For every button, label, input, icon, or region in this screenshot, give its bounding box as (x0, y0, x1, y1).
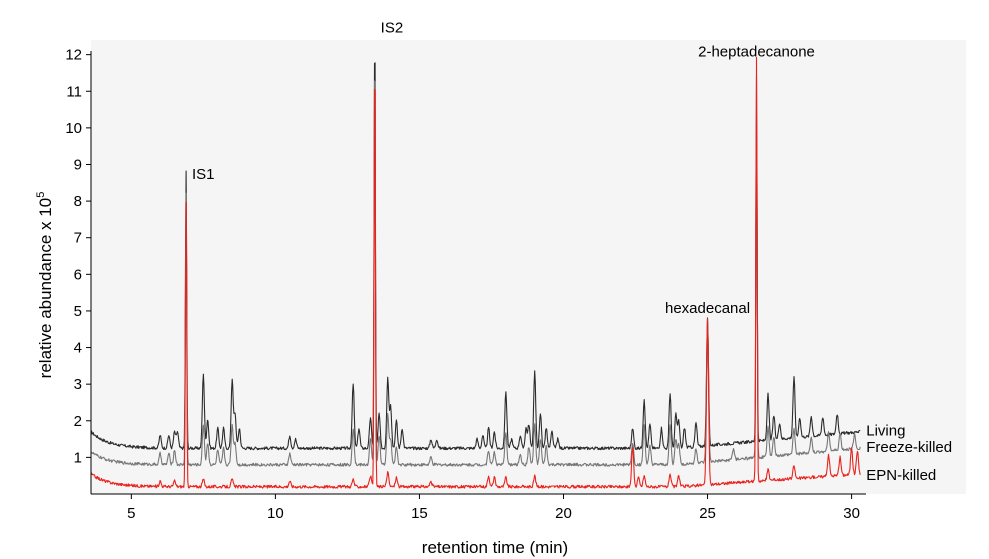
x-tick-label: 20 (555, 505, 572, 522)
annotation-is1: IS1 (192, 166, 215, 183)
y-tick-label: 4 (74, 340, 82, 357)
y-tick-label: 8 (74, 193, 82, 210)
trace-freeze-killed (90, 75, 861, 467)
legend-freeze-killed: Freeze-killed (866, 439, 952, 456)
trace-epn-killed (90, 56, 861, 489)
x-tick-label: 30 (843, 505, 860, 522)
legend-living: Living (866, 422, 905, 439)
y-tick-label: 12 (65, 47, 82, 64)
x-tick-label: 5 (127, 505, 135, 522)
y-tick-label: 3 (74, 376, 82, 393)
y-tick-label: 7 (74, 230, 82, 247)
annotation-hexadecanal: hexadecanal (665, 300, 750, 317)
y-tick-label: 5 (74, 303, 82, 320)
y-tick-label: 6 (74, 266, 82, 283)
annotation-2-heptadecanone: 2-heptadecanone (698, 43, 815, 60)
plot-background (91, 40, 966, 494)
x-tick-label: 15 (411, 505, 428, 522)
y-tick-label: 2 (74, 413, 82, 430)
y-tick-label: 11 (66, 83, 82, 100)
x-tick-label: 10 (267, 505, 284, 522)
annotation-is2: IS2 (381, 20, 404, 37)
y-axis-title-main: relative abundance x 10 (36, 198, 55, 379)
annotations: IS1 IS2 hexadecanal 2-heptadecanone (192, 20, 815, 317)
y-axis-title-exponent: 5 (35, 192, 47, 198)
y-axis-title: relative abundance x 105 (35, 192, 55, 379)
y-tick-label: 1 (74, 449, 82, 466)
legend-epn-killed: EPN-killed (866, 467, 936, 484)
x-axis-title: retention time (min) (422, 538, 568, 557)
traces (90, 56, 861, 489)
trace-living (90, 62, 861, 451)
y-tick-label: 9 (74, 156, 82, 173)
x-tick-label: 25 (699, 505, 716, 522)
y-tick-label: 10 (65, 120, 82, 137)
